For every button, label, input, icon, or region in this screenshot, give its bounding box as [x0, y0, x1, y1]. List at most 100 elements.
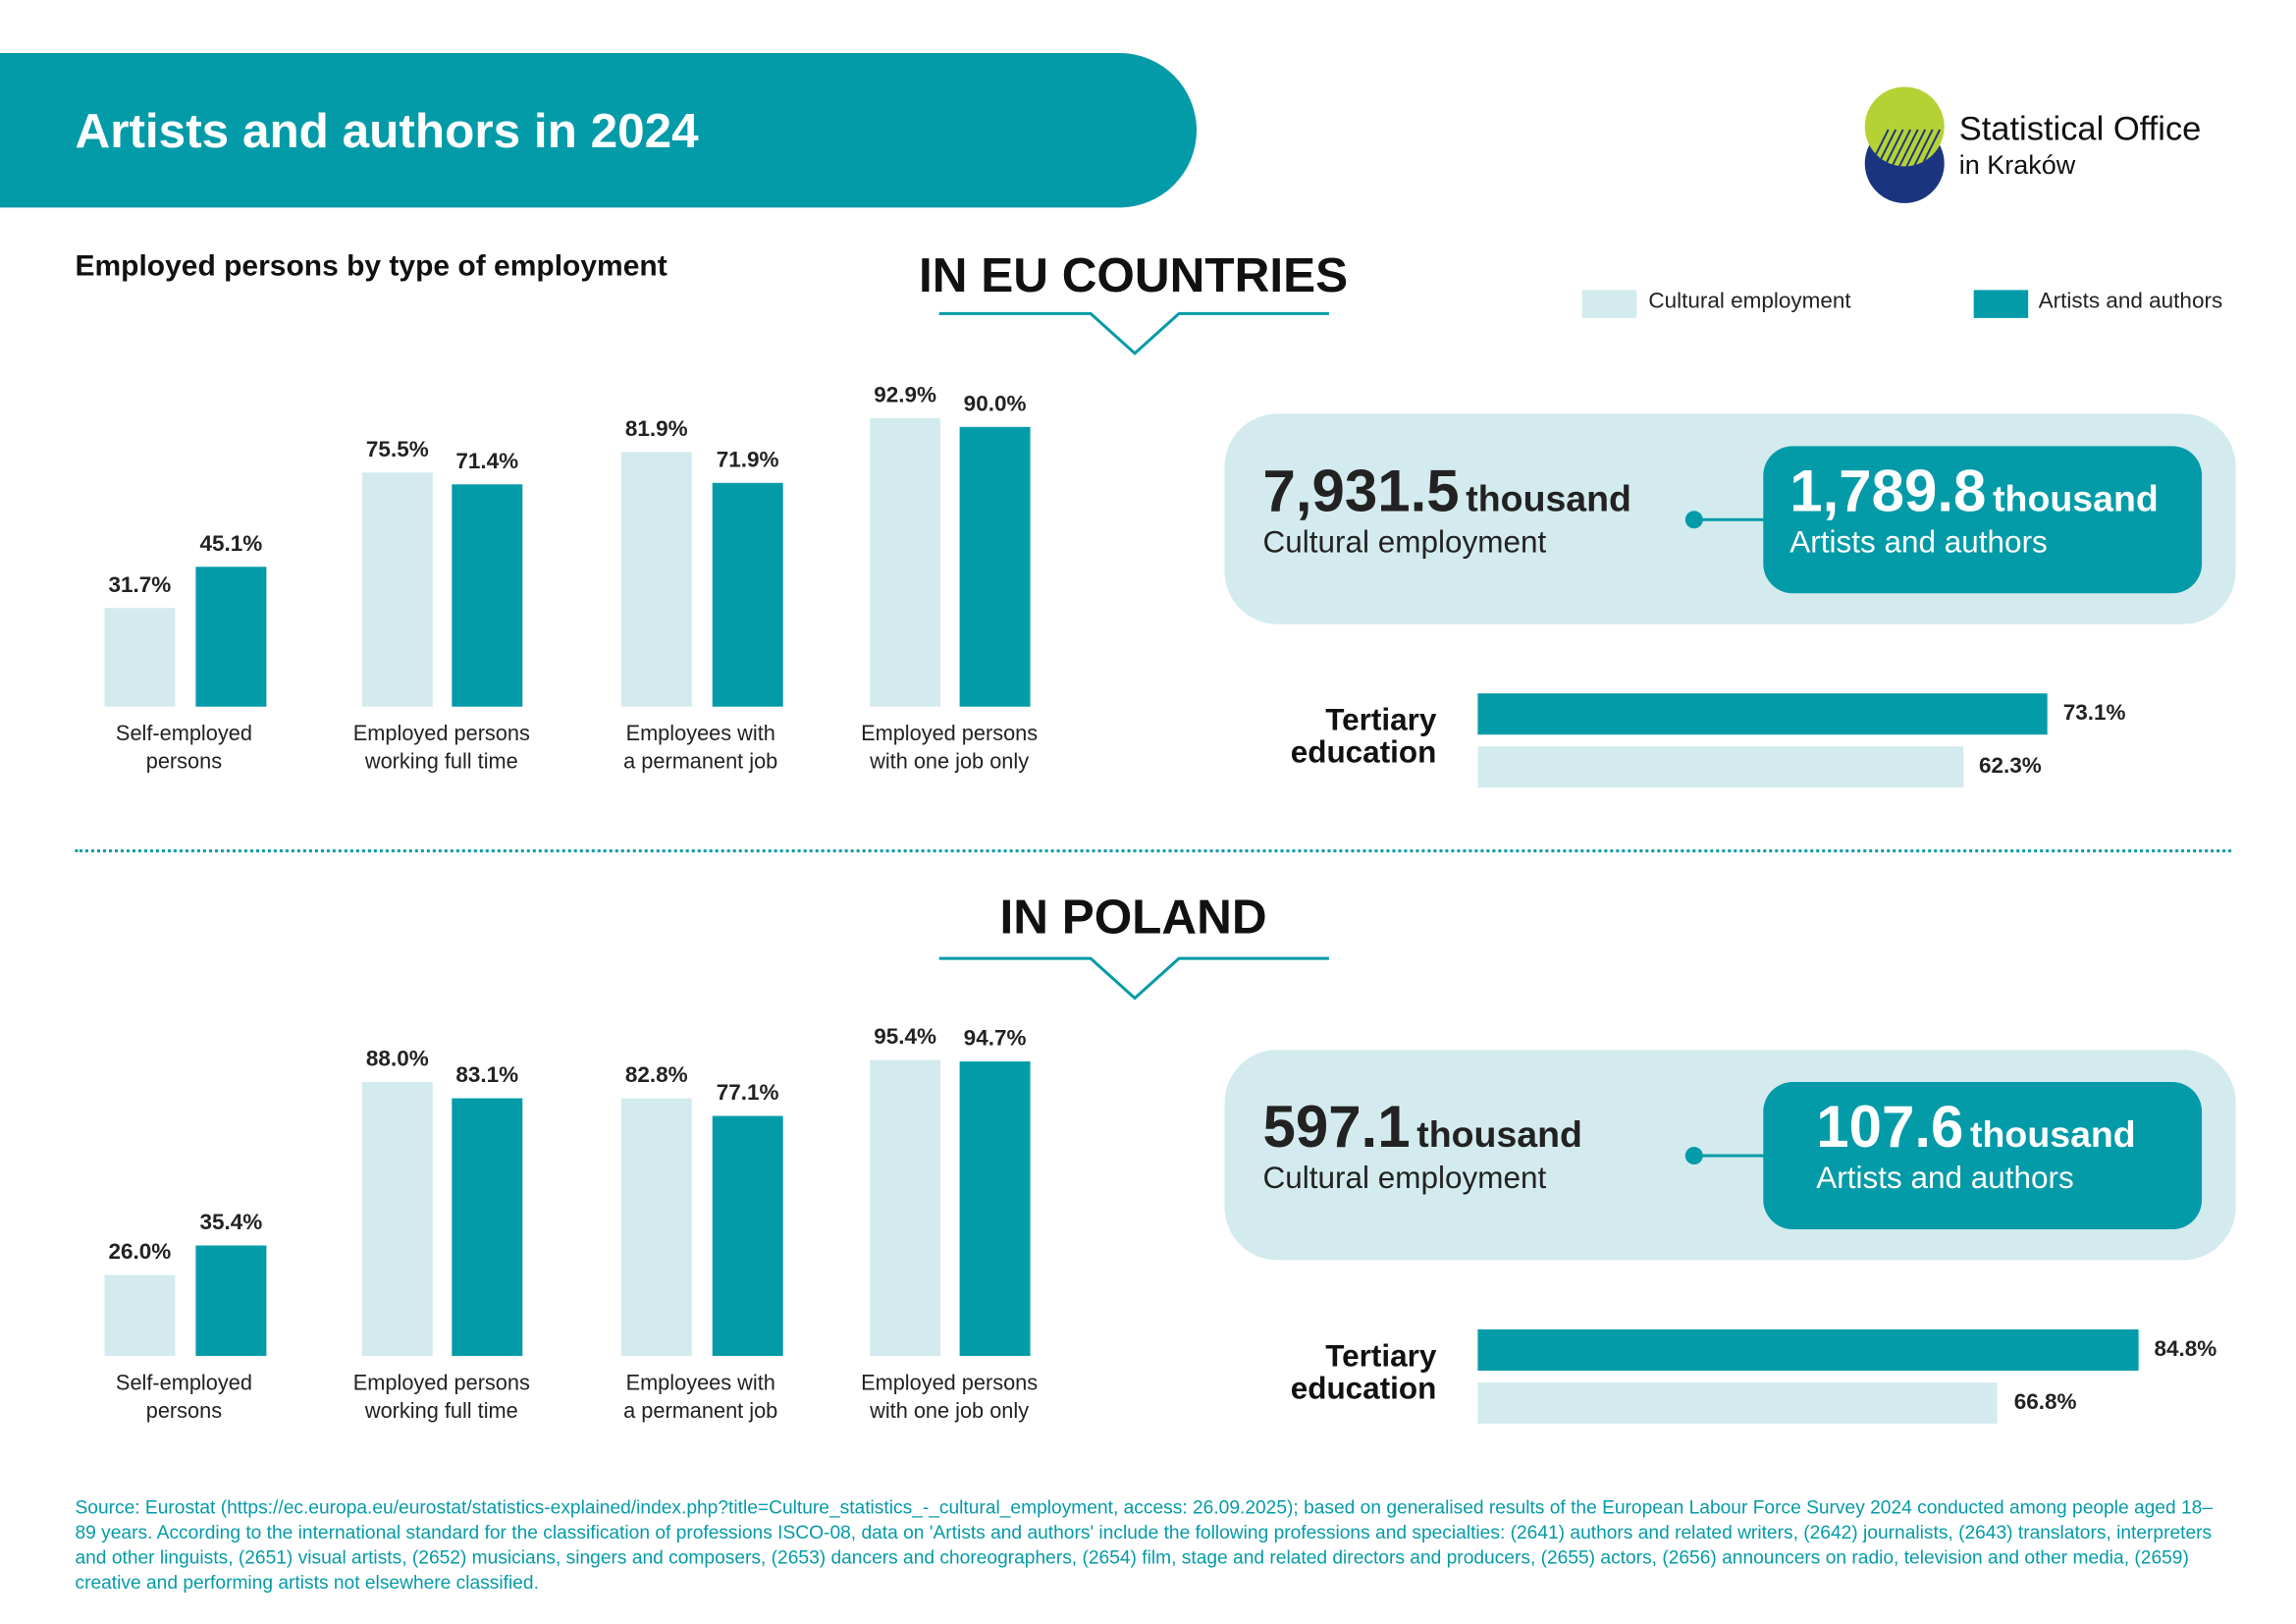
connector-line [1693, 517, 1768, 521]
category-label-line: a permanent job [623, 1399, 778, 1424]
tertiary-label-line: education [1290, 735, 1437, 771]
eu-artists-label: Artists and authors [1789, 525, 2048, 560]
bar-value-label: 45.1% [199, 531, 263, 557]
bar-value-label: 83.1% [455, 1062, 519, 1088]
category-label-line: a permanent job [623, 750, 778, 775]
bar-value-label: 77.1% [716, 1081, 779, 1107]
category-label-line: Employed persons [861, 1372, 1039, 1396]
category-label: Employed persons with one job only [831, 722, 1067, 778]
eu-cultural-label: Cultural employment [1262, 525, 1547, 560]
tertiary-label: Tertiary education [1230, 1340, 1437, 1406]
pl-cultural-label: Cultural employment [1262, 1162, 1547, 1196]
pl-artists-value: 107.6 [1816, 1095, 1964, 1161]
eu-title-underline-icon [938, 311, 1329, 355]
bar-value-label: 31.7% [108, 572, 172, 598]
bar-value-label: 94.7% [963, 1026, 1027, 1052]
bar-artists [195, 1245, 267, 1356]
category-label-line: Employed persons [861, 723, 1039, 747]
category-label-line: Employed persons [352, 723, 530, 747]
eu-artists-unit: thousand [1993, 478, 2159, 520]
chart-subtitle: Employed persons by type of employment [75, 249, 667, 283]
bar-value-label: 90.0% [963, 391, 1027, 417]
bar-cultural [870, 1059, 941, 1356]
category-label: Employees with a permanent job [583, 722, 819, 778]
pl-artists-label: Artists and authors [1816, 1162, 2074, 1196]
hbar-value-label: 84.8% [2154, 1336, 2217, 1362]
category-label-line: persons [145, 1399, 223, 1424]
bar-artists [195, 567, 267, 707]
bar-value-label: 75.5% [365, 436, 429, 462]
connector-line [1693, 1154, 1768, 1158]
pl-cultural-unit: thousand [1416, 1114, 1582, 1157]
source-note: Source: Eurostat (https://ec.europa.eu/e… [75, 1495, 2213, 1594]
pl-cultural-total: 597.1 thousand Cultural employment [1262, 1096, 1581, 1197]
pl-title-underline-icon [938, 956, 1329, 1001]
bar-artists [959, 1061, 1031, 1356]
bar-cultural [104, 1274, 176, 1356]
bar-artists [452, 1098, 523, 1356]
logo-name: Statistical Office [1958, 108, 2202, 147]
legend-cultural: Cultural employment [1648, 288, 1851, 314]
bar-artists [452, 484, 523, 707]
category-label-line: persons [145, 750, 223, 775]
bar-cultural [361, 471, 433, 707]
legend-artists: Artists and authors [2038, 288, 2223, 314]
category-label-line: working full time [364, 1399, 518, 1424]
bar-value-label: 26.0% [108, 1239, 172, 1266]
bar-cultural [361, 1082, 433, 1356]
pl-artists-panel: 107.6 thousand Artists and authors [1763, 1082, 2203, 1229]
hbar-artists [1477, 693, 2048, 735]
tertiary-label-line: Tertiary [1325, 703, 1437, 738]
logo-city: in Kraków [1958, 149, 2076, 180]
bar-value-label: 95.4% [874, 1024, 937, 1050]
category-label-line: Self-employed [115, 1372, 252, 1396]
bar-value-label: 88.0% [365, 1047, 429, 1073]
bar-artists [712, 1116, 783, 1356]
logo: Statistical Office in Kraków [1863, 85, 2216, 206]
hbar-artists [1477, 1328, 2138, 1371]
tertiary-label-line: education [1290, 1372, 1437, 1406]
eu-cultural-unit: thousand [1466, 478, 1631, 520]
legend-swatch-cultural [1581, 290, 1637, 318]
section-divider [75, 849, 2232, 853]
eu-cultural-total: 7,931.5 thousand Cultural employment [1262, 460, 1630, 561]
category-label-line: with one job only [870, 1399, 1030, 1424]
category-label-line: with one job only [870, 750, 1030, 775]
bar-cultural [870, 417, 941, 707]
hbar-cultural [1477, 1381, 1999, 1424]
category-label: Employed persons working full time [324, 1371, 560, 1427]
eu-artists-panel: 1,789.8 thousand Artists and authors [1763, 446, 2203, 594]
pl-cultural-value: 597.1 [1262, 1095, 1411, 1161]
bar-cultural [620, 1098, 692, 1356]
logo-circles-icon [1864, 86, 1945, 203]
bar-value-label: 35.4% [199, 1210, 263, 1236]
hbar-value-label: 66.8% [2013, 1389, 2077, 1415]
eu-artists-value: 1,789.8 [1789, 459, 1987, 524]
connector-dot [1684, 1147, 1703, 1165]
hbar-value-label: 73.1% [2062, 700, 2126, 727]
tertiary-label: Tertiary education [1230, 703, 1437, 771]
bar-artists [712, 483, 783, 707]
category-label: Employed persons working full time [324, 722, 560, 778]
category-label-line: Employees with [625, 1372, 775, 1396]
hbar-cultural [1477, 746, 1963, 788]
pl-artists-unit: thousand [1970, 1114, 2136, 1157]
category-label-line: Employees with [625, 723, 775, 747]
bar-value-label: 92.9% [874, 382, 937, 408]
title-banner [0, 52, 1198, 208]
category-label-line: working full time [364, 750, 518, 775]
category-label: Self-employed persons [66, 722, 301, 778]
category-label: Employed persons with one job only [831, 1371, 1067, 1427]
category-label: Employees with a permanent job [583, 1371, 819, 1427]
eu-section-title: IN EU COUNTRIES [918, 246, 1349, 302]
category-label: Self-employed persons [66, 1371, 301, 1427]
hbar-value-label: 62.3% [1979, 753, 2042, 780]
bar-artists [959, 426, 1031, 707]
legend-swatch-artists [1973, 290, 2029, 318]
page-title: Artists and authors in 2024 [75, 102, 699, 158]
bar-cultural [104, 608, 176, 707]
bar-value-label: 71.9% [716, 448, 779, 473]
bar-cultural [620, 452, 692, 707]
bar-value-label: 71.4% [455, 449, 519, 475]
